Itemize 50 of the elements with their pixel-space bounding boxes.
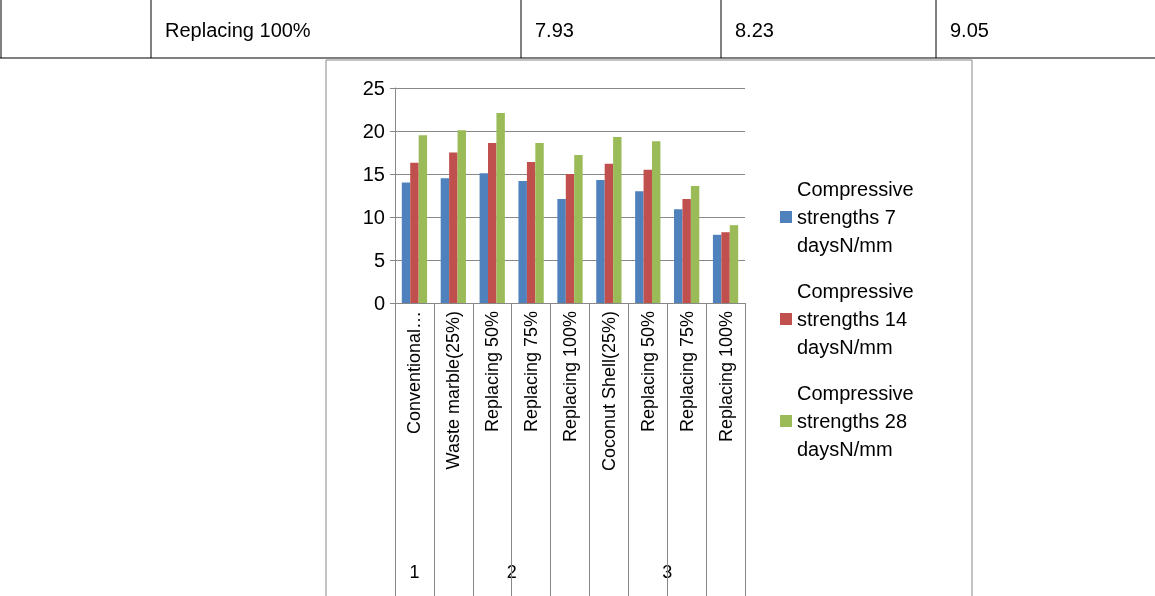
x-tick-label: Replacing 75% [676, 311, 697, 433]
bar [604, 163, 614, 303]
bar [449, 152, 458, 303]
text: 8.23 [735, 19, 774, 41]
bar [535, 143, 544, 303]
legend-label: Compressive strengths 14 daysN/mm [797, 280, 920, 358]
y-tick-label: 15 [362, 163, 385, 185]
x-tick-label: Coconut Shell(25%) [598, 311, 619, 472]
text: Replacing 100% [165, 19, 311, 41]
x-tick-label: Replacing 100% [560, 311, 580, 443]
bar [690, 186, 700, 303]
y-tick-label: 5 [373, 249, 385, 271]
x-tick-label: Replacing 100% [715, 311, 736, 443]
bar [479, 173, 489, 303]
bar [496, 112, 505, 303]
x-tick-label: Waste marble(25%) [443, 311, 464, 470]
bar [410, 162, 419, 303]
legend-label: Compressive strengths 7 daysN/mm [797, 178, 920, 256]
bar [682, 198, 691, 303]
bar [729, 225, 739, 303]
y-tick-label: 25 [362, 77, 385, 99]
bar [712, 234, 722, 303]
bar [635, 191, 644, 303]
text: 1 [409, 562, 420, 582]
bar [526, 161, 536, 303]
x-tick-label: Conventional… [404, 311, 425, 435]
y-tick-label: 0 [373, 292, 385, 314]
bar [440, 178, 450, 303]
bar [574, 155, 583, 303]
bar [596, 180, 605, 303]
y-tick-label: 20 [362, 120, 385, 142]
bar [651, 141, 661, 303]
bar [488, 143, 497, 303]
text: 9.05 [950, 19, 989, 41]
bar [518, 180, 527, 303]
bar [457, 130, 466, 303]
x-tick-label: Replacing 50% [637, 311, 658, 433]
bar [418, 135, 428, 303]
text: 7.93 [535, 19, 574, 41]
x-tick-label: Replacing 75% [521, 311, 542, 433]
x-tick-label: Replacing 50% [482, 311, 503, 433]
bar [613, 137, 622, 303]
bar [557, 198, 566, 303]
bar [643, 169, 652, 303]
bar [565, 174, 575, 303]
y-tick-label: 10 [362, 206, 385, 228]
bar [674, 209, 683, 303]
bar [721, 232, 730, 303]
legend-label: Compressive strengths 28 daysN/mm [797, 382, 920, 460]
bar [401, 182, 411, 303]
